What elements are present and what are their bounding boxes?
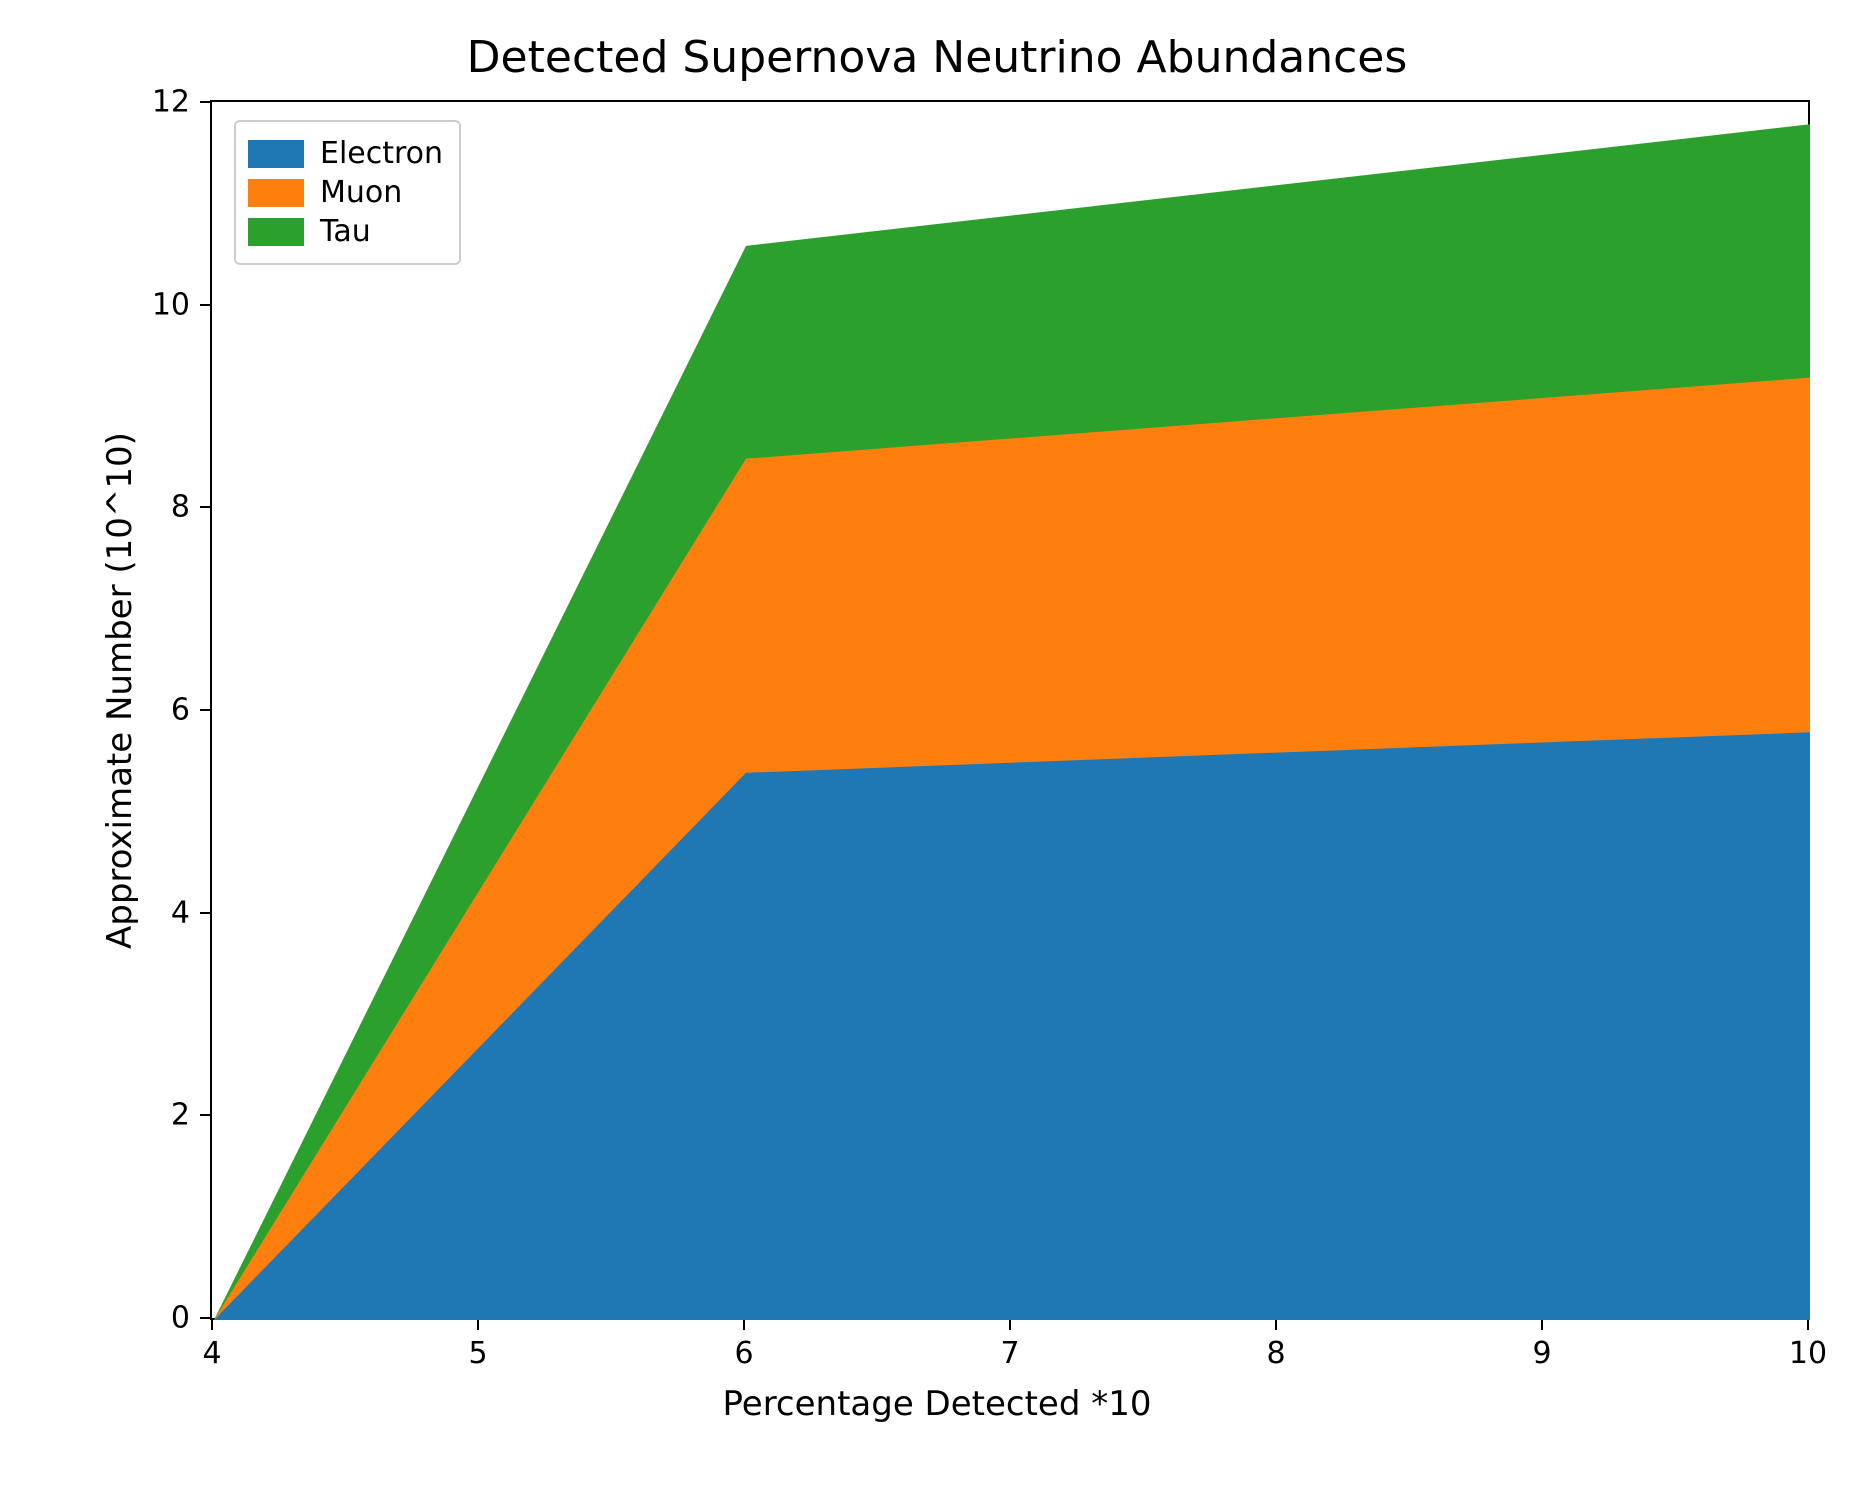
x-tick-label: 4 bbox=[202, 1336, 221, 1371]
x-tick bbox=[477, 1320, 479, 1330]
legend-item-tau: Tau bbox=[248, 214, 443, 249]
x-tick-label: 9 bbox=[1532, 1336, 1551, 1371]
stacked-area-svg bbox=[212, 102, 1812, 1322]
x-tick bbox=[1541, 1320, 1543, 1330]
plot-area bbox=[210, 100, 1810, 1320]
x-tick bbox=[1807, 1320, 1809, 1330]
y-tick bbox=[200, 709, 210, 711]
y-axis-label: Approximate Number (10^10) bbox=[100, 432, 140, 949]
y-tick-label: 4 bbox=[171, 895, 190, 930]
x-axis-label: Percentage Detected *10 bbox=[0, 1384, 1874, 1424]
y-tick bbox=[200, 506, 210, 508]
legend-swatch bbox=[248, 179, 304, 207]
y-tick-label: 12 bbox=[152, 85, 190, 120]
y-tick-label: 2 bbox=[171, 1098, 190, 1133]
legend-item-electron: Electron bbox=[248, 136, 443, 171]
x-tick-label: 8 bbox=[1266, 1336, 1285, 1371]
figure: Detected Supernova Neutrino Abundances A… bbox=[0, 0, 1874, 1488]
x-tick bbox=[1275, 1320, 1277, 1330]
x-tick-label: 5 bbox=[468, 1336, 487, 1371]
legend-swatch bbox=[248, 218, 304, 246]
x-tick bbox=[1009, 1320, 1011, 1330]
y-tick bbox=[200, 304, 210, 306]
chart-title: Detected Supernova Neutrino Abundances bbox=[0, 32, 1874, 83]
legend-item-muon: Muon bbox=[248, 175, 443, 210]
y-tick-label: 8 bbox=[171, 490, 190, 525]
y-tick bbox=[200, 912, 210, 914]
y-tick-label: 10 bbox=[152, 287, 190, 322]
x-tick-label: 10 bbox=[1789, 1336, 1827, 1371]
y-tick bbox=[200, 1317, 210, 1319]
y-tick bbox=[200, 1114, 210, 1116]
legend-label: Tau bbox=[320, 214, 371, 249]
y-tick bbox=[200, 101, 210, 103]
y-tick-label: 6 bbox=[171, 693, 190, 728]
y-tick-label: 0 bbox=[171, 1301, 190, 1336]
legend-swatch bbox=[248, 140, 304, 168]
x-tick-label: 6 bbox=[734, 1336, 753, 1371]
x-tick-label: 7 bbox=[1000, 1336, 1019, 1371]
x-tick bbox=[211, 1320, 213, 1330]
x-tick bbox=[743, 1320, 745, 1330]
legend: Electron Muon Tau bbox=[234, 120, 461, 265]
legend-label: Muon bbox=[320, 175, 402, 210]
legend-label: Electron bbox=[320, 136, 443, 171]
